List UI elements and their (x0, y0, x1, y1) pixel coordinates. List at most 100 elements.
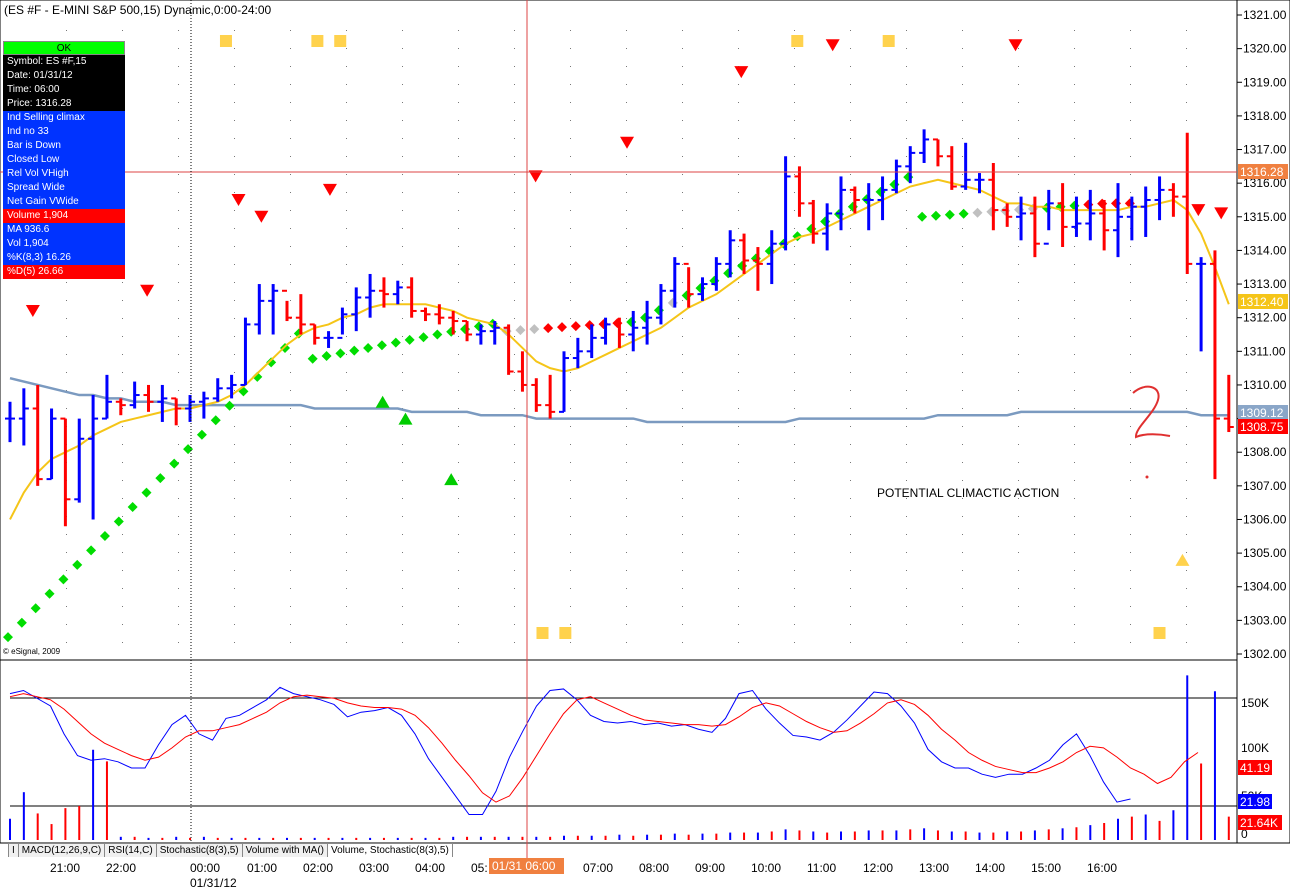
grid-dot (346, 588, 347, 589)
grid-dot (66, 534, 67, 535)
grid-dot (850, 390, 851, 391)
grid-dot (1074, 264, 1075, 265)
grid-dot (738, 210, 739, 211)
study-tab[interactable]: MACD(12,26,9,C) (17, 843, 106, 857)
grid-dot (402, 48, 403, 49)
grid-dot (626, 48, 627, 49)
grid-dot (682, 354, 683, 355)
sell-signal-triangle (825, 39, 840, 52)
grid-dot (850, 642, 851, 643)
grid-dot (1130, 174, 1131, 175)
grid-dot (1186, 354, 1187, 355)
grid-dot (962, 354, 963, 355)
grid-dot (1130, 84, 1131, 85)
grid-dot (738, 102, 739, 103)
time-label: 05: (471, 861, 488, 875)
grid-dot (234, 210, 235, 211)
grid-dot (1186, 624, 1187, 625)
study-tab[interactable]: Stochastic(8(3),5) (155, 843, 243, 857)
indicator-pane[interactable] (0, 659, 1238, 844)
signal-square (1153, 627, 1166, 639)
grid-dot (1074, 318, 1075, 319)
grid-dot (1186, 30, 1187, 31)
grid-dot (570, 570, 571, 571)
grid-dot (1130, 48, 1131, 49)
study-tab[interactable]: RSI(14,C) (104, 843, 157, 857)
grid-dot (122, 534, 123, 535)
study-tab[interactable]: Volume, Stochastic(8(3),5) (326, 843, 453, 857)
grid-dot (962, 534, 963, 535)
sell-signal-triangle (254, 210, 269, 223)
grid-dot (682, 102, 683, 103)
grid-dot (122, 642, 123, 643)
grid-dot (738, 138, 739, 139)
grid-dot (178, 138, 179, 139)
grid-dot (1074, 444, 1075, 445)
grid-dot (1018, 138, 1019, 139)
grid-dot (1130, 246, 1131, 247)
grid-dot (794, 318, 795, 319)
grid-dot (962, 462, 963, 463)
grid-dot (626, 624, 627, 625)
price-bar (1099, 199, 1110, 251)
grid-dot (402, 570, 403, 571)
copyright: © eSignal, 2009 (3, 647, 61, 656)
grid-dot (290, 624, 291, 625)
time-label: 09:00 (695, 861, 725, 875)
grid-dot (1018, 444, 1019, 445)
price-bar (282, 289, 292, 322)
grid-dot (346, 246, 347, 247)
trail-dot (72, 559, 83, 570)
price-bar (323, 331, 334, 348)
grid-dot (1186, 642, 1187, 643)
grid-dot (234, 480, 235, 481)
ok-button[interactable]: OK (3, 41, 125, 55)
info-row: Date: 01/31/12 (3, 69, 125, 83)
price-bar (1209, 250, 1220, 480)
price-bar (988, 162, 999, 231)
grid-dot (1018, 372, 1019, 373)
grid-dot (1130, 588, 1131, 589)
grid-dot (402, 642, 403, 643)
price-bar (18, 388, 29, 446)
grid-dot (626, 462, 627, 463)
grid-dot (1018, 318, 1019, 319)
grid-dot (234, 444, 235, 445)
grid-dot (738, 570, 739, 571)
grid-dot (1018, 300, 1019, 301)
grid-dot (290, 426, 291, 427)
grid-dot (458, 588, 459, 589)
price-bar (74, 418, 85, 503)
grid-dot (570, 174, 571, 175)
trail-dot (363, 342, 374, 353)
price-marker-text: 1316.28 (1240, 165, 1284, 179)
trail-dot (183, 444, 194, 455)
price-tick-label: 1308.00 (1243, 445, 1287, 459)
price-tick-label: 1313.00 (1243, 277, 1287, 291)
price-bar (905, 146, 916, 184)
trail-dot (972, 207, 983, 218)
grid-dot (794, 480, 795, 481)
price-bar (351, 287, 362, 332)
grid-dot (1074, 102, 1075, 103)
grid-dot (738, 408, 739, 409)
grid-dot (290, 606, 291, 607)
trail-dot (99, 530, 110, 541)
grid-dot (570, 66, 571, 67)
grid-dot (682, 480, 683, 481)
info-row: %K(8,3) 16.26 (3, 251, 125, 265)
grid-dot (178, 30, 179, 31)
info-row: Volume 1,904 (3, 209, 125, 223)
price-bar (489, 321, 500, 345)
trail-dot (432, 329, 443, 340)
price-bar (226, 374, 237, 399)
grid-dot (234, 30, 235, 31)
grid-dot (122, 588, 123, 589)
study-tab[interactable]: Volume with MA() (241, 843, 328, 857)
grid-dot (962, 318, 963, 319)
price-bar (531, 378, 542, 412)
grid-dot (1074, 408, 1075, 409)
grid-dot (402, 498, 403, 499)
grid-dot (850, 498, 851, 499)
